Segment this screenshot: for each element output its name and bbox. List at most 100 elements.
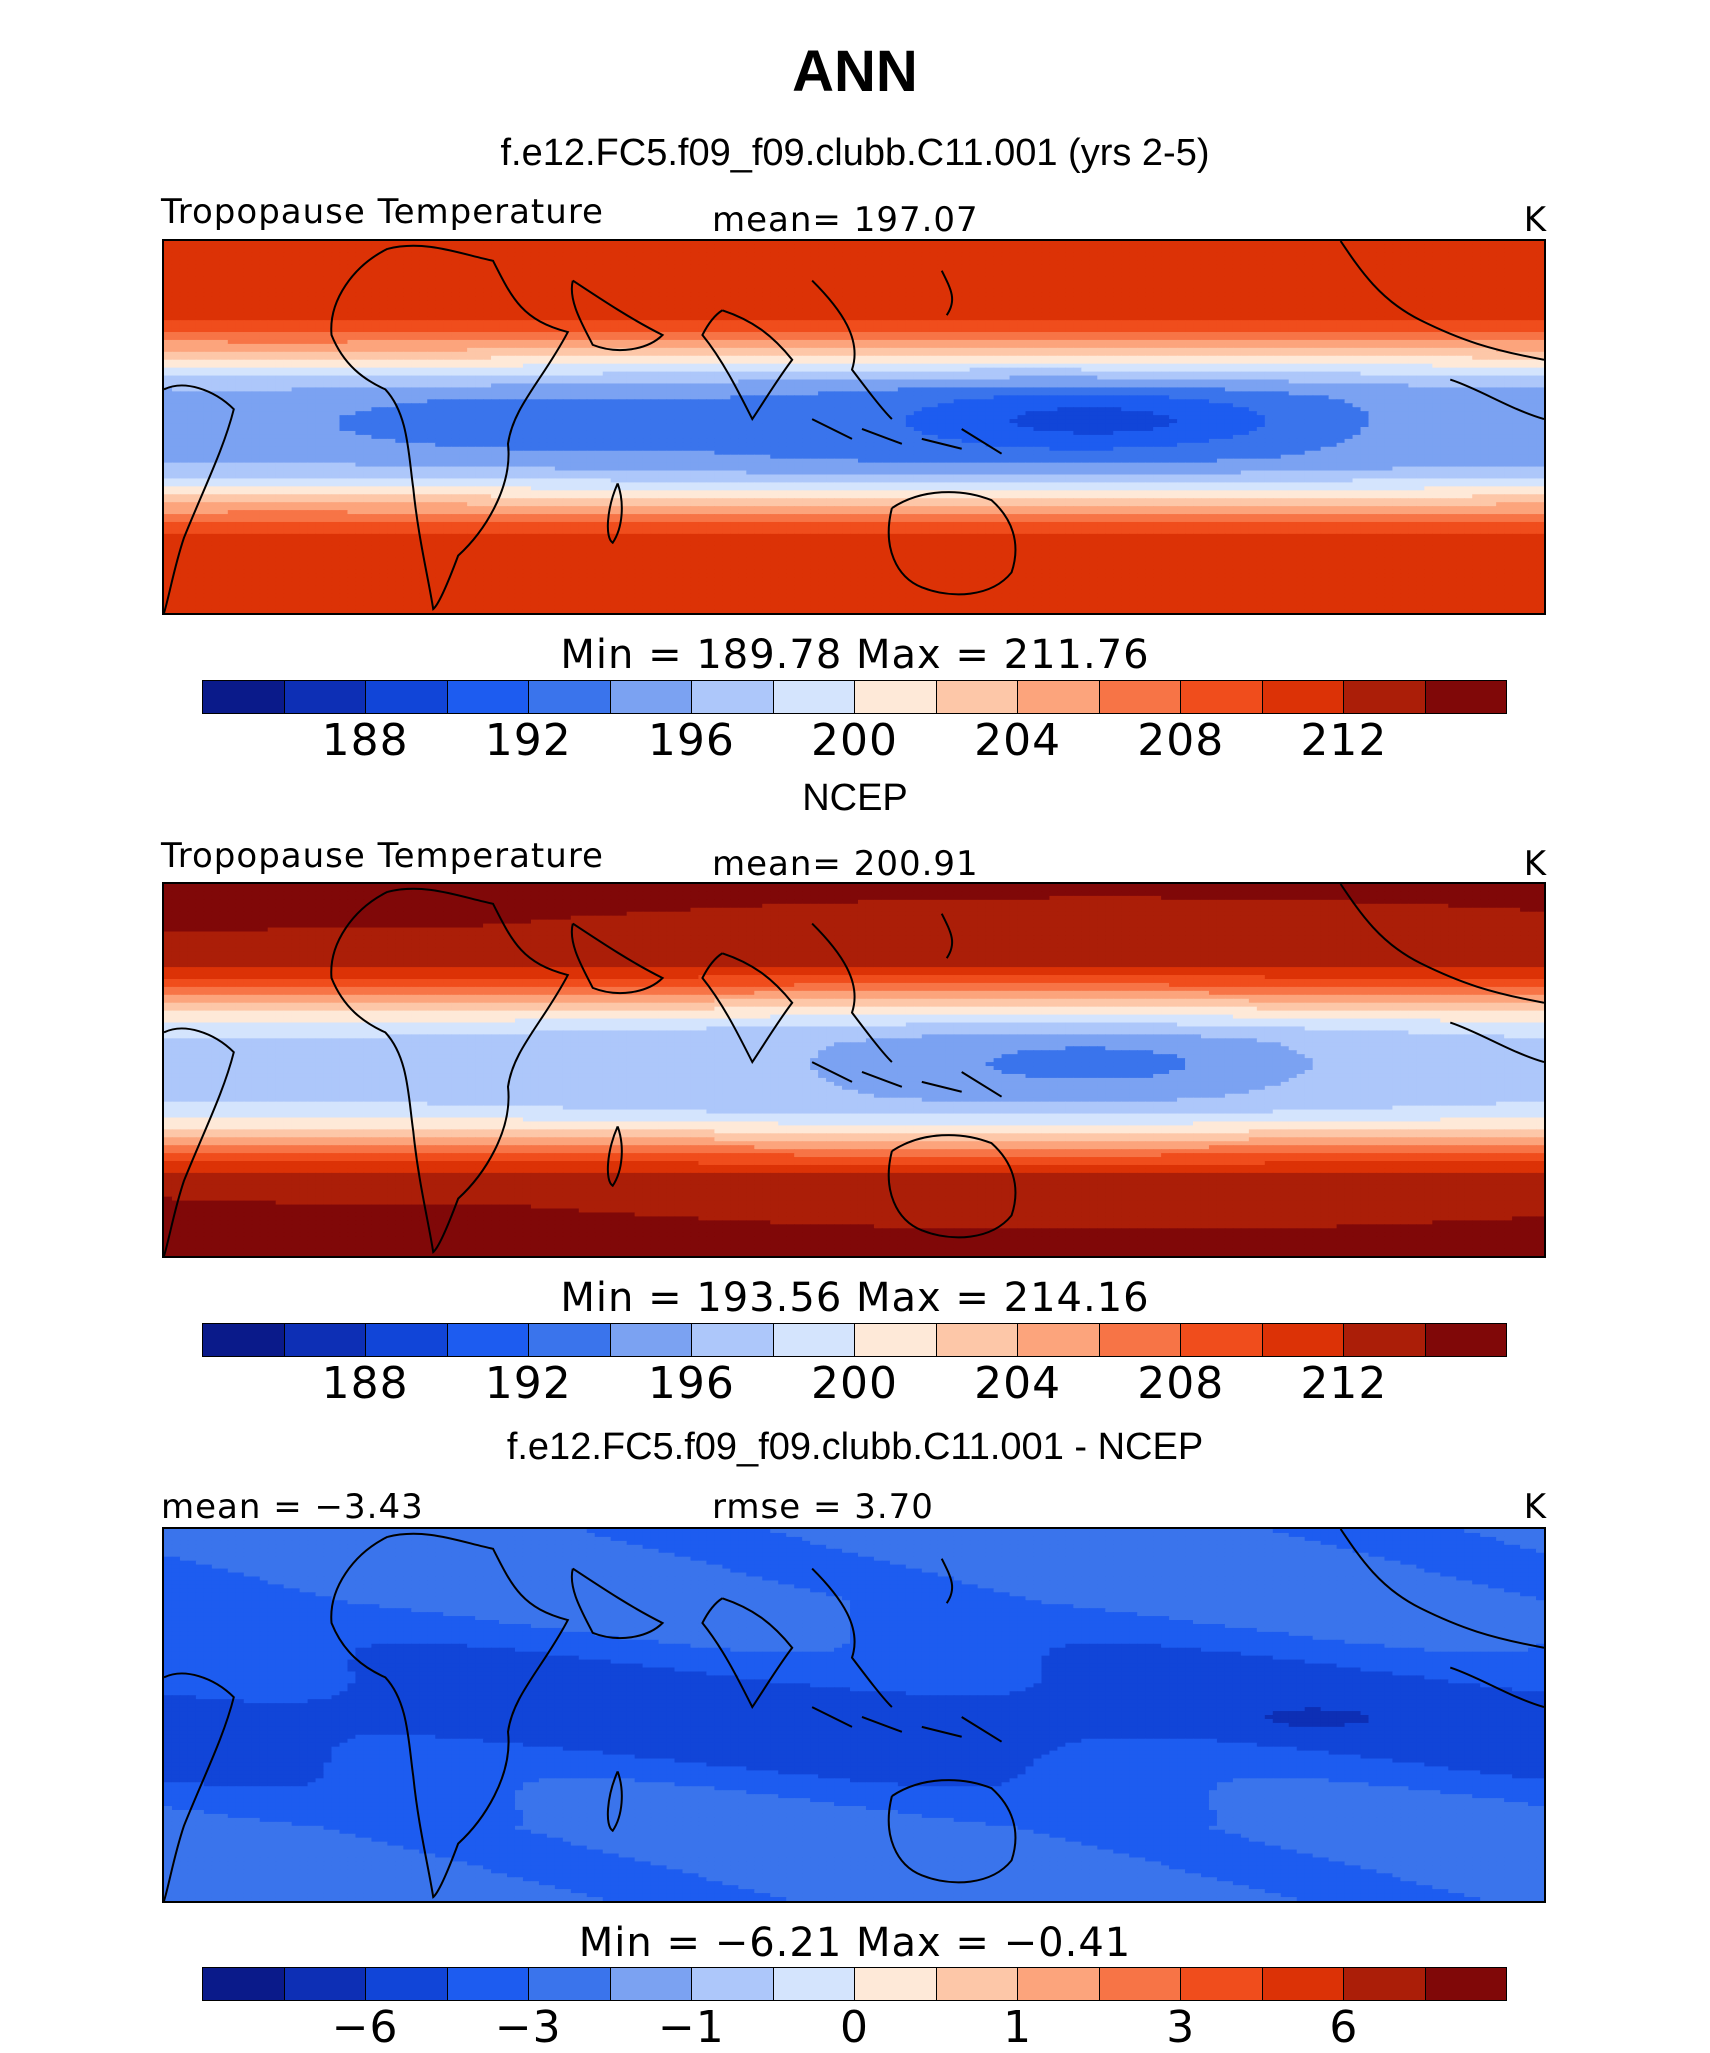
colorbar-tick-label: 200 bbox=[811, 1358, 898, 1409]
panel-1-units: K bbox=[1524, 200, 1547, 240]
panel-2-units: K bbox=[1524, 844, 1547, 884]
colorbar-tick-label: 208 bbox=[1137, 1358, 1224, 1409]
panel-3-colorbar-labels: −6 −3 −1 0 1 3 6 bbox=[202, 2002, 1507, 2053]
coastline-outlines bbox=[164, 1529, 1544, 1901]
colorbar-box bbox=[203, 1324, 285, 1356]
colorbar-box bbox=[203, 1968, 285, 2000]
colorbar-tick-label: 200 bbox=[811, 715, 898, 766]
colorbar-box bbox=[936, 681, 1018, 713]
colorbar-box bbox=[447, 1324, 529, 1356]
colorbar-tick-label: 196 bbox=[648, 1358, 735, 1409]
colorbar-box bbox=[692, 1324, 774, 1356]
colorbar-tick-label: 208 bbox=[1137, 715, 1224, 766]
panel-3-title: f.e12.FC5.f09_f09.clubb.C11.001 - NCEP bbox=[0, 1426, 1710, 1469]
panel-2-map bbox=[162, 882, 1546, 1258]
colorbar-tick-label: 6 bbox=[1329, 2002, 1358, 2053]
colorbar-box bbox=[529, 1324, 611, 1356]
panel-2-contour-plot bbox=[164, 884, 1544, 1256]
panel-1-contour-plot bbox=[164, 241, 1544, 613]
colorbar-box bbox=[1425, 681, 1506, 713]
panel-1-colorbar-labels: 188 192 196 200 204 208 212 bbox=[202, 715, 1507, 766]
colorbar-box bbox=[773, 1324, 855, 1356]
colorbar-box bbox=[692, 1968, 774, 2000]
colorbar-tick-label: 212 bbox=[1300, 1358, 1387, 1409]
colorbar-tick-label: 3 bbox=[1166, 2002, 1195, 2053]
colorbar-box bbox=[855, 1324, 937, 1356]
colorbar-box bbox=[1425, 1968, 1506, 2000]
panel-3-rmse-label: rmse = 3.70 bbox=[712, 1487, 934, 1527]
colorbar-box bbox=[366, 1324, 448, 1356]
colorbar-box bbox=[1099, 1324, 1181, 1356]
colorbar-box bbox=[366, 1968, 448, 2000]
coastline-outlines bbox=[164, 241, 1544, 613]
colorbar-box bbox=[1181, 1324, 1263, 1356]
panel-1-mean-label: mean= 197.07 bbox=[712, 200, 979, 240]
colorbar-tick-label: −1 bbox=[658, 2002, 725, 2053]
colorbar-box bbox=[610, 681, 692, 713]
colorbar-box bbox=[203, 681, 285, 713]
panel-3-contour-plot bbox=[164, 1529, 1544, 1901]
panel-2-colorbar-labels: 188 192 196 200 204 208 212 bbox=[202, 1358, 1507, 1409]
panel-1-colorbar bbox=[202, 680, 1507, 714]
colorbar-box bbox=[284, 681, 366, 713]
colorbar-box bbox=[773, 1968, 855, 2000]
colorbar-box bbox=[1262, 681, 1344, 713]
panel-1-minmax: Min = 189.78 Max = 211.76 bbox=[0, 632, 1710, 678]
colorbar-tick-label: 188 bbox=[322, 1358, 409, 1409]
colorbar-tick-label: 212 bbox=[1300, 715, 1387, 766]
colorbar-box bbox=[1099, 681, 1181, 713]
colorbar-box bbox=[284, 1324, 366, 1356]
colorbar-box bbox=[1099, 1968, 1181, 2000]
colorbar-tick-label: −6 bbox=[332, 2002, 399, 2053]
coastline-outlines bbox=[164, 884, 1544, 1256]
panel-1-title: f.e12.FC5.f09_f09.clubb.C11.001 (yrs 2-5… bbox=[0, 132, 1710, 175]
colorbar-tick-label: 204 bbox=[974, 1358, 1061, 1409]
panel-3-map bbox=[162, 1527, 1546, 1903]
colorbar-tick-label: −3 bbox=[495, 2002, 562, 2053]
panel-1-field-label: Tropopause Temperature bbox=[161, 192, 604, 232]
colorbar-box bbox=[1344, 1324, 1426, 1356]
colorbar-tick-label: 192 bbox=[485, 1358, 572, 1409]
panel-2-title: NCEP bbox=[0, 777, 1710, 820]
colorbar-box bbox=[1262, 1324, 1344, 1356]
colorbar-box bbox=[366, 681, 448, 713]
panel-1-map bbox=[162, 239, 1546, 615]
colorbar-box bbox=[447, 1968, 529, 2000]
colorbar-box bbox=[855, 681, 937, 713]
colorbar-box bbox=[936, 1968, 1018, 2000]
colorbar-box bbox=[855, 1968, 937, 2000]
colorbar-box bbox=[1181, 681, 1263, 713]
colorbar-box bbox=[610, 1968, 692, 2000]
colorbar-tick-label: 0 bbox=[840, 2002, 869, 2053]
colorbar-box bbox=[529, 1968, 611, 2000]
colorbar-box bbox=[1425, 1324, 1506, 1356]
colorbar-box bbox=[1181, 1968, 1263, 2000]
panel-3-colorbar bbox=[202, 1967, 1507, 2001]
page-title: ANN bbox=[0, 38, 1710, 105]
panel-2-colorbar bbox=[202, 1323, 1507, 1357]
colorbar-tick-label: 196 bbox=[648, 715, 735, 766]
colorbar-box bbox=[773, 681, 855, 713]
panel-2-field-label: Tropopause Temperature bbox=[161, 836, 604, 876]
colorbar-box bbox=[936, 1324, 1018, 1356]
colorbar-box bbox=[692, 681, 774, 713]
panel-3-minmax: Min = −6.21 Max = −0.41 bbox=[0, 1920, 1710, 1966]
colorbar-box bbox=[284, 1968, 366, 2000]
colorbar-box bbox=[1018, 681, 1100, 713]
colorbar-box bbox=[529, 681, 611, 713]
colorbar-box bbox=[1018, 1968, 1100, 2000]
colorbar-box bbox=[447, 681, 529, 713]
panel-2-mean-label: mean= 200.91 bbox=[712, 844, 979, 884]
colorbar-tick-label: 1 bbox=[1003, 2002, 1032, 2053]
colorbar-tick-label: 192 bbox=[485, 715, 572, 766]
colorbar-tick-label: 188 bbox=[322, 715, 409, 766]
panel-2-minmax: Min = 193.56 Max = 214.16 bbox=[0, 1275, 1710, 1321]
colorbar-box bbox=[1344, 1968, 1426, 2000]
colorbar-box bbox=[1262, 1968, 1344, 2000]
panel-3-units: K bbox=[1524, 1487, 1547, 1527]
colorbar-box bbox=[1344, 681, 1426, 713]
panel-3-mean-label: mean = −3.43 bbox=[161, 1487, 424, 1527]
colorbar-box bbox=[610, 1324, 692, 1356]
colorbar-tick-label: 204 bbox=[974, 715, 1061, 766]
colorbar-box bbox=[1018, 1324, 1100, 1356]
